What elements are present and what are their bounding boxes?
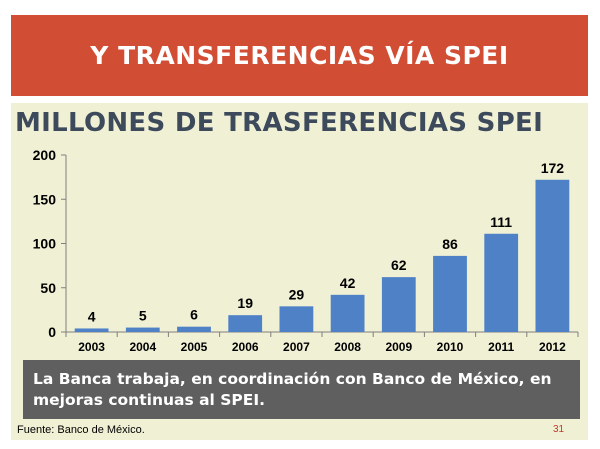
y-tick-label: 200 [33,147,57,163]
x-tick-label: 2008 [334,340,361,354]
data-label: 5 [139,308,147,324]
x-tick-label: 2006 [232,340,259,354]
data-label: 6 [190,307,198,323]
data-label: 29 [289,286,305,302]
bar [484,233,519,332]
x-tick-label: 2005 [181,340,208,354]
note-box: La Banca trabaja, en coordinación con Ba… [23,360,580,419]
data-label: 42 [340,275,356,291]
data-label: 86 [442,236,458,252]
bar [228,315,263,332]
data-label: 62 [391,257,407,273]
y-tick-label: 100 [33,236,57,252]
bar [74,328,109,332]
x-tick-label: 2011 [488,340,514,354]
y-tick-label: 150 [33,191,57,207]
x-tick-label: 2007 [283,340,310,354]
chart-title: MILLONES DE TRASFERENCIAS SPEI [15,108,544,138]
y-tick-label: 0 [48,324,56,340]
bar [330,294,365,332]
bar [535,179,570,332]
y-tick-label: 50 [40,280,56,296]
page-number: 31 [553,424,565,435]
title-banner: Y TRANSFERENCIAS VÍA SPEI [11,15,588,96]
bar [279,306,314,332]
data-label: 4 [88,308,96,324]
data-label: 111 [490,214,512,230]
source-text: Fuente: Banco de México. [17,424,145,436]
bar [177,326,211,332]
data-label: 19 [237,295,253,311]
x-tick-label: 2003 [78,340,105,354]
x-tick-label: 2004 [129,340,156,354]
x-tick-label: 2010 [437,340,464,354]
note-text: La Banca trabaja, en coordinación con Ba… [33,369,552,409]
bar [125,327,160,332]
bar [381,277,416,332]
slide-title: Y TRANSFERENCIAS VÍA SPEI [90,41,509,70]
bar [433,255,467,332]
x-tick-label: 2012 [539,340,566,354]
data-label: 172 [541,160,565,176]
x-tick-label: 2009 [385,340,412,354]
